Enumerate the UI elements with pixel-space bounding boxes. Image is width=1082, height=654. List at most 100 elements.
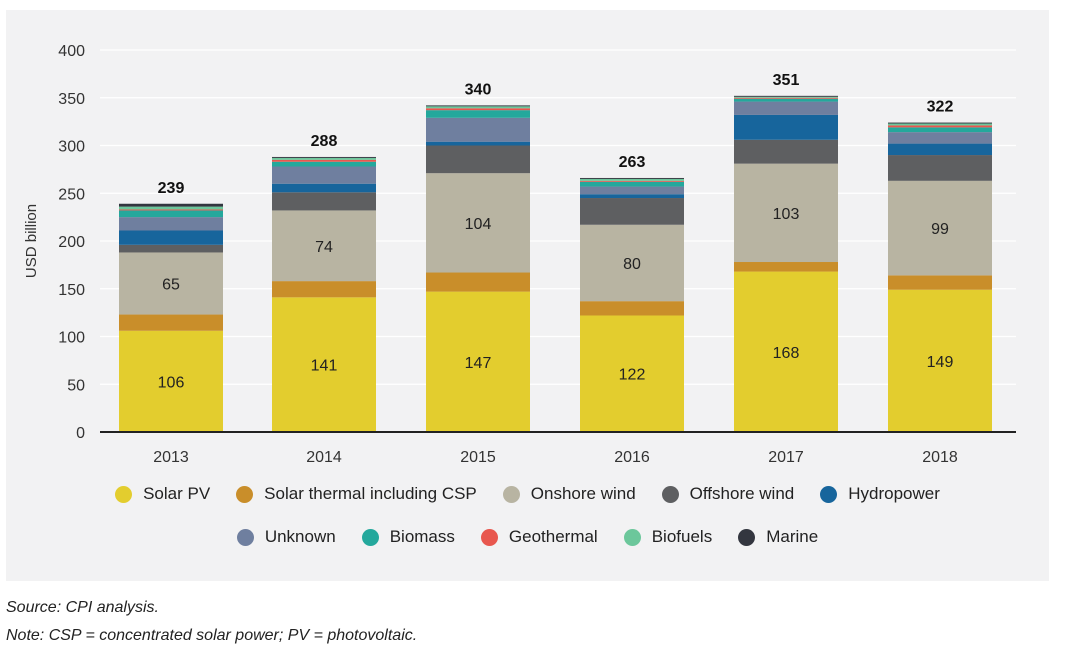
x-tick-label: 2017 [768, 449, 804, 466]
data-label-solar-pv: 149 [927, 354, 954, 371]
legend-label: Marine [766, 527, 819, 546]
legend-item-biomass: Biomass [361, 527, 455, 547]
source-note: Source: CPI analysis. [6, 599, 159, 616]
bar-segment-solar-thermal-including-csp [426, 272, 530, 292]
legend-item-solar-pv: Solar PV [115, 484, 210, 504]
total-label: 322 [927, 99, 954, 116]
bar-segment-biofuels [734, 96, 838, 98]
bar-segment-biomass [119, 210, 223, 218]
bar-segment-geothermal [580, 180, 684, 182]
data-label-solar-pv: 122 [619, 367, 646, 384]
bar-segment-unknown [888, 132, 992, 144]
y-tick-label: 300 [58, 139, 85, 156]
data-label-onshore-wind: 99 [931, 221, 949, 238]
x-tick-label: 2013 [153, 449, 189, 466]
bar-segment-unknown [580, 186, 684, 195]
bar-segment-solar-pv [119, 330, 223, 432]
x-tick-label: 2016 [614, 449, 650, 466]
bar-segment-hydropower [119, 230, 223, 245]
bar-segment-onshore-wind [272, 210, 376, 282]
bar-segment-marine [580, 177, 684, 179]
bar-segment-marine [119, 203, 223, 207]
y-axis-label: USD billion [23, 204, 40, 278]
legend-label: Onshore wind [530, 484, 636, 503]
legend-label: Biofuels [651, 527, 713, 546]
bar-segment-marine [888, 122, 992, 124]
legend-swatch [820, 485, 838, 503]
total-label: 340 [465, 81, 492, 98]
legend-item-biofuels: Biofuels [623, 527, 713, 547]
legend-item-onshore-wind: Onshore wind [502, 484, 636, 504]
bar-segment-solar-thermal-including-csp [734, 262, 838, 272]
bar-segment-hydropower [580, 194, 684, 199]
bar-segment-hydropower [426, 141, 530, 146]
bar-segment-biofuels [272, 157, 376, 160]
bar-segment-offshore-wind [272, 192, 376, 211]
y-tick-label: 200 [58, 234, 85, 251]
y-tick-label: 350 [58, 91, 85, 108]
bar-segment-onshore-wind [119, 252, 223, 315]
legend-item-solar-thermal-including-csp: Solar thermal including CSP [236, 484, 477, 504]
bar-segment-solar-thermal-including-csp [888, 275, 992, 290]
legend-swatch [236, 485, 254, 503]
bar-segment-solar-thermal-including-csp [119, 314, 223, 331]
legend-item-offshore-wind: Offshore wind [661, 484, 794, 504]
bar-segment-solar-thermal-including-csp [272, 281, 376, 298]
data-label-onshore-wind: 104 [465, 216, 492, 233]
legend-swatch [738, 528, 756, 546]
data-label-solar-pv: 147 [465, 355, 492, 372]
legend-swatch [236, 528, 254, 546]
bar-segment-marine [272, 156, 376, 158]
total-label: 288 [311, 133, 338, 150]
legend-label: Solar thermal including CSP [264, 484, 477, 503]
legend-row-2: Unknown Biomass Geothermal Biofuels Marine [6, 527, 1049, 547]
bar-segment-onshore-wind [580, 224, 684, 302]
data-label-solar-pv: 106 [158, 374, 185, 391]
legend-swatch [115, 485, 133, 503]
bar-segment-biofuels [888, 123, 992, 126]
bar-segment-unknown [426, 117, 530, 142]
y-tick-label: 250 [58, 186, 85, 203]
data-label-onshore-wind: 80 [623, 256, 641, 273]
x-tick-label: 2015 [460, 449, 496, 466]
figure-notes: Source: CPI analysis. Note: CSP = concen… [6, 594, 417, 650]
bar-segment-biofuels [119, 206, 223, 210]
bar-segment-hydropower [888, 143, 992, 156]
y-tick-label: 100 [58, 330, 85, 347]
bar-segment-solar-pv [426, 291, 530, 432]
legend-label: Solar PV [143, 484, 211, 503]
bar-segment-offshore-wind [426, 145, 530, 174]
bar-segment-solar-pv [734, 271, 838, 432]
y-tick-label: 150 [58, 282, 85, 299]
legend-swatch [661, 485, 679, 503]
legend-item-geothermal: Geothermal [480, 527, 598, 547]
data-label-solar-pv: 168 [773, 345, 800, 362]
bar-segment-biomass [426, 110, 530, 118]
bar-segment-solar-pv [272, 297, 376, 432]
data-label-onshore-wind: 103 [773, 206, 800, 223]
y-tick-label: 400 [58, 43, 85, 60]
legend-swatch [502, 485, 520, 503]
bar-segment-marine [426, 105, 530, 107]
bar-segment-offshore-wind [580, 198, 684, 225]
bar-segment-biomass [888, 127, 992, 133]
legend-row-1: Solar PV Solar thermal including CSP Onsho… [6, 484, 1049, 504]
chart-panel: 0 50 100 150 200 250 300 350 400 USD billion 106 65… [6, 10, 1049, 581]
legend-swatch [480, 528, 498, 546]
bar-segment-solar-thermal-including-csp [580, 301, 684, 316]
bar-segment-hydropower [272, 183, 376, 193]
bar-segment-geothermal [119, 209, 223, 211]
legend-item-marine: Marine [738, 527, 818, 547]
data-label-solar-pv: 141 [311, 358, 338, 375]
bar-segment-biomass [580, 181, 684, 187]
bar-segment-onshore-wind [888, 180, 992, 276]
y-tick-label: 0 [76, 425, 85, 442]
legend-label: Biomass [389, 527, 455, 546]
bar-segment-biomass [734, 98, 838, 102]
bar-segment-unknown [119, 217, 223, 231]
y-tick-label: 50 [67, 377, 85, 394]
bar-segment-geothermal [426, 108, 530, 111]
abbreviation-note: Note: CSP = concentrated solar power; PV… [6, 627, 418, 644]
bar-segment-unknown [272, 166, 376, 184]
legend-label: Unknown [264, 527, 336, 546]
